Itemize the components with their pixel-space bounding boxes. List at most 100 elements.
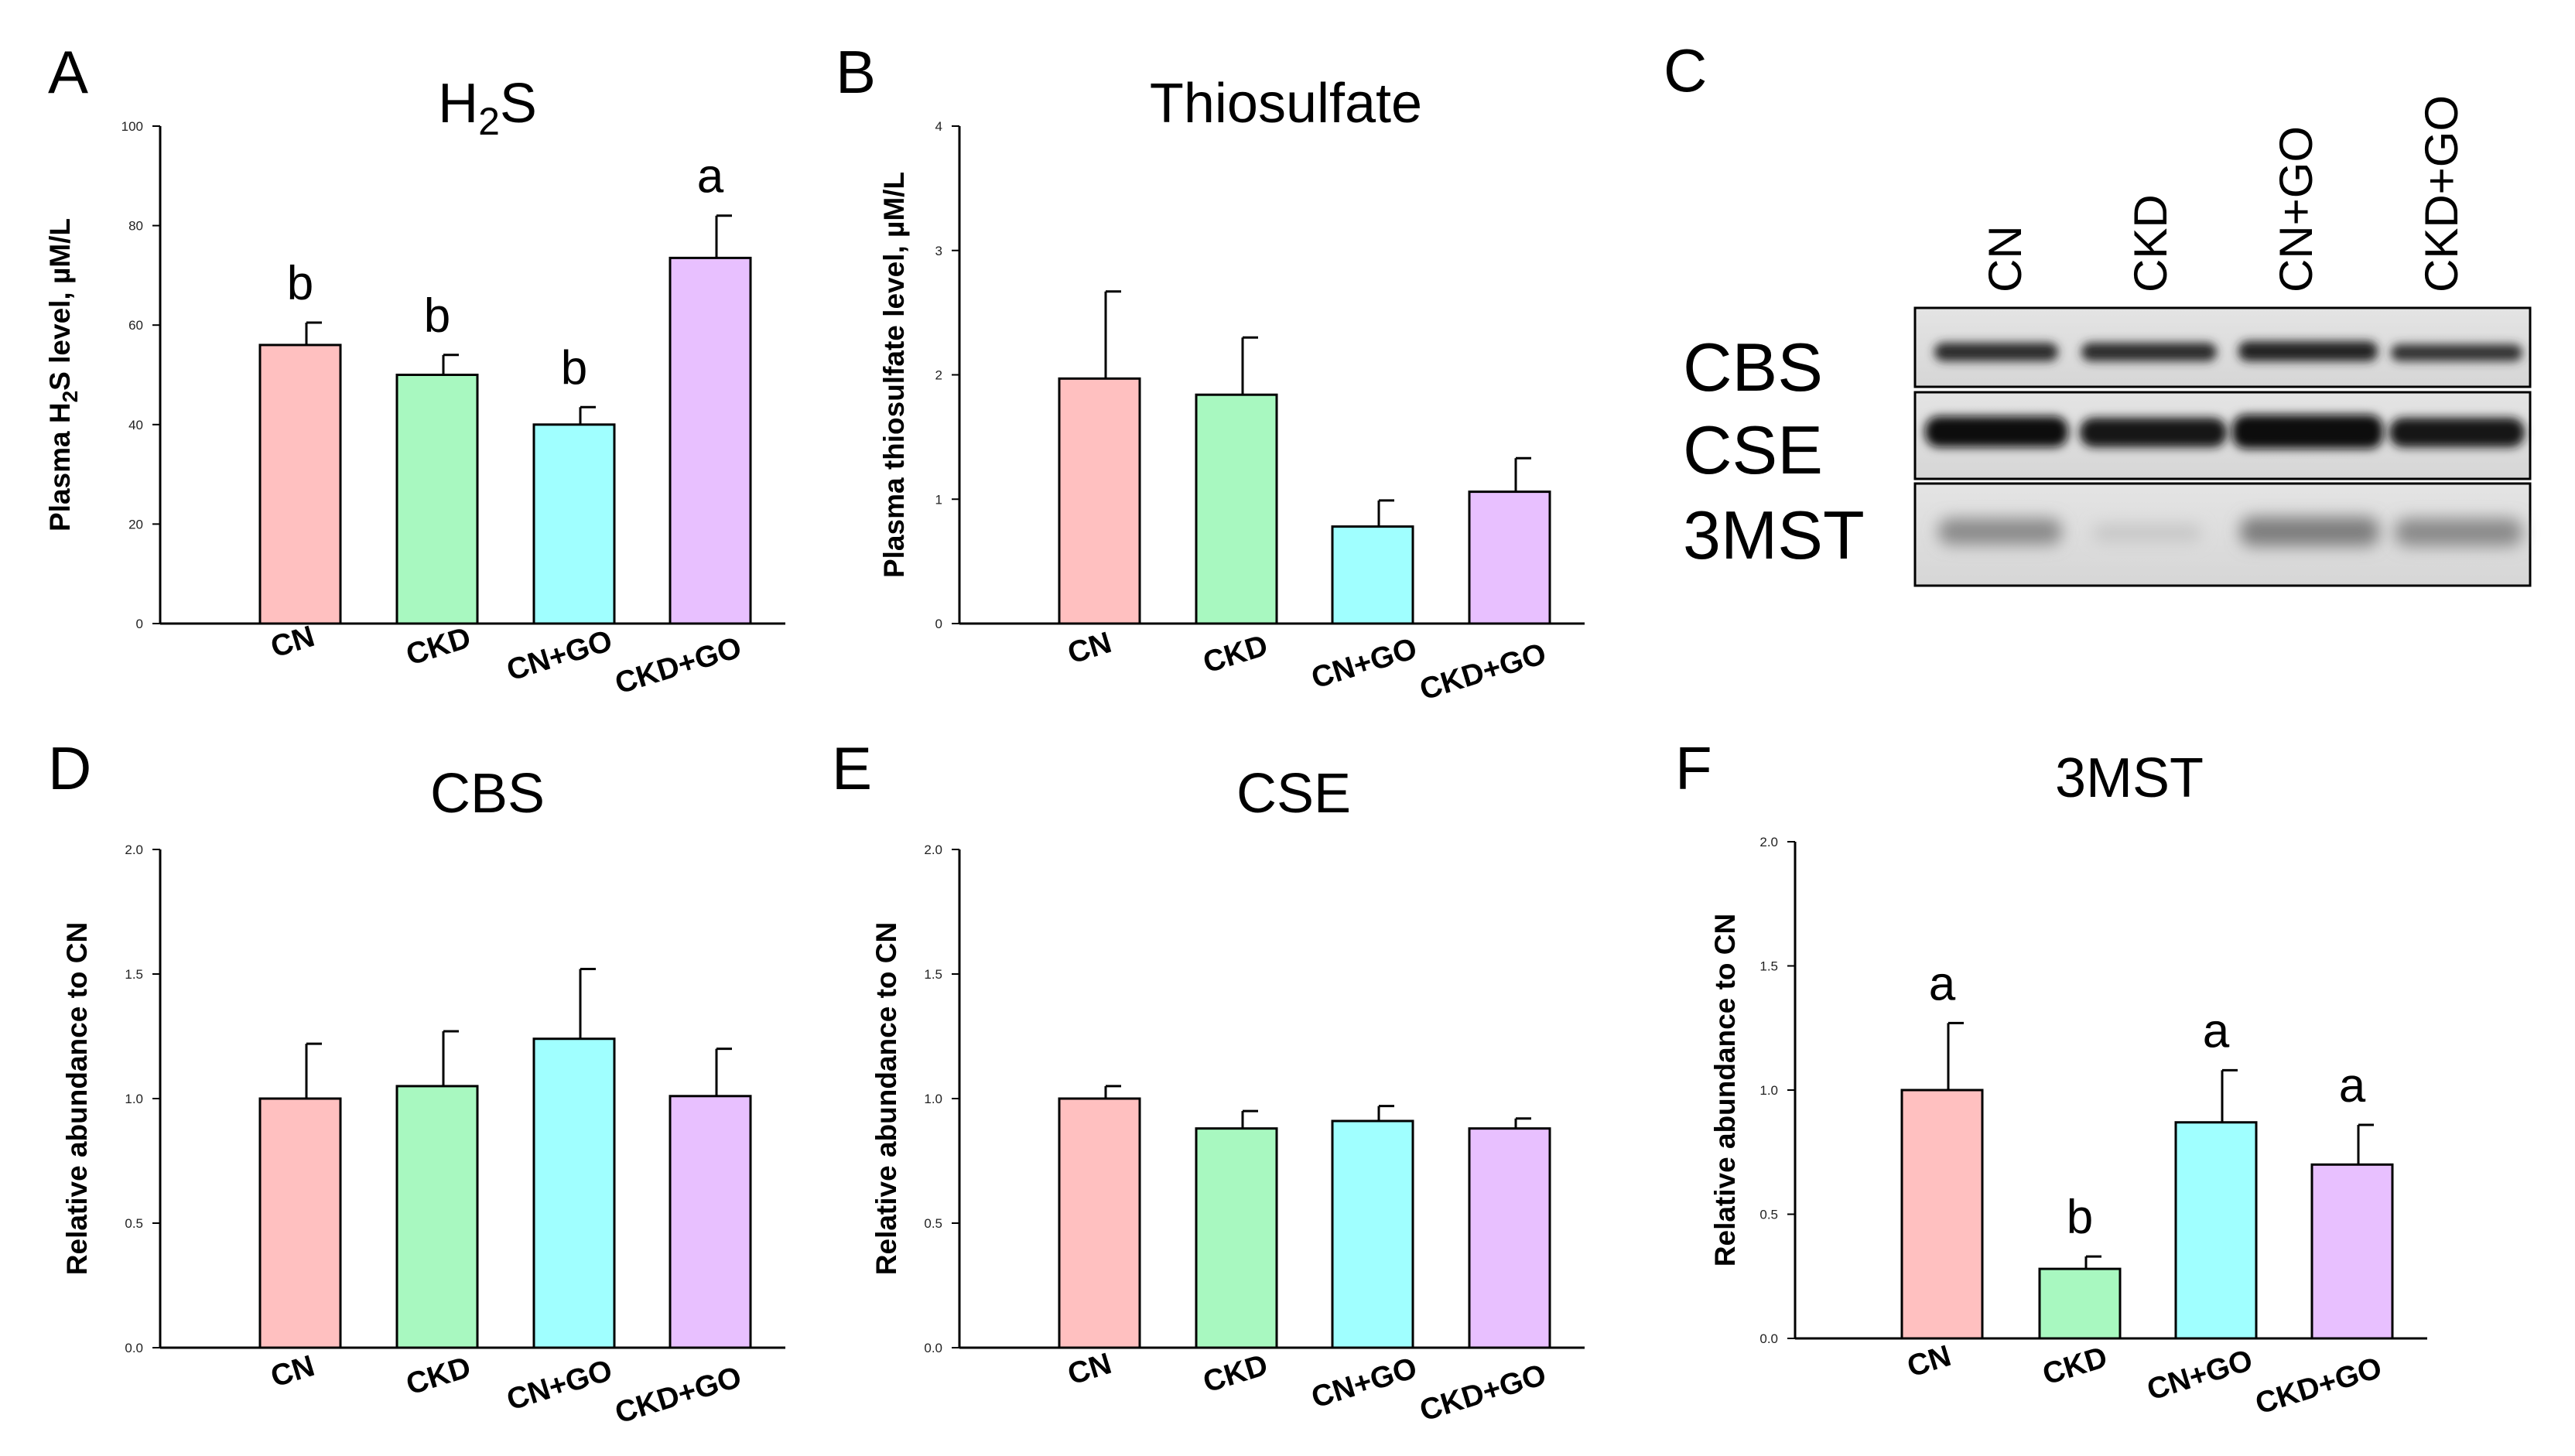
x-category-label: CKD	[1199, 629, 1271, 680]
blot-row-label: CSE	[1683, 412, 1823, 488]
significance-label: b	[561, 341, 587, 395]
x-category-label: CN	[1064, 626, 1115, 671]
x-category-label: CKD+GO	[611, 1360, 745, 1430]
blot-strip-cse	[1913, 391, 2532, 480]
y-tick-label: 2.0	[1759, 835, 1778, 849]
blot-band	[2081, 343, 2217, 361]
bar	[1468, 490, 1551, 625]
chart-thiosulfate: Thiosulfate Plasma thiosulfate level, µM/…	[878, 73, 1585, 707]
chart-title-subscript: 2	[478, 100, 500, 143]
significance-label: a	[2339, 1059, 2366, 1113]
x-category-label: CN+GO	[503, 624, 616, 688]
x-category-label: CN	[1903, 1339, 1954, 1384]
blot-band	[1934, 343, 2058, 361]
blot-lane-label: CKD+GO	[2416, 95, 2467, 292]
bar	[532, 423, 616, 625]
chart-title: CSE	[1236, 763, 1351, 825]
bar	[1195, 1127, 1278, 1349]
western-blot: CN CKD CN+GO CKD+GO CBS CSE 3MST	[1683, 95, 2532, 587]
significance-label: b	[424, 289, 450, 343]
y-axis-label: Plasma thiosulfate level, µM/L	[878, 172, 910, 578]
y-tick-label: 60	[128, 318, 143, 333]
x-category-label: CKD	[1199, 1348, 1271, 1400]
significance-label: a	[1929, 957, 1956, 1010]
y-tick-label: 1.0	[125, 1092, 143, 1106]
chart-title-tail: S	[500, 73, 537, 135]
x-category-label: CKD+GO	[1416, 637, 1550, 706]
chart-title-main: H	[438, 73, 478, 135]
bar	[1900, 1089, 1984, 1340]
x-category-label: CKD	[402, 621, 474, 672]
chart-title: 3MST	[2055, 747, 2204, 809]
chart-cse: CSE Relative abundance to CN 0.0 0.5 1.0 1.5 2…	[870, 763, 1585, 1428]
x-category-label: CKD	[402, 1351, 474, 1402]
bar	[2038, 1267, 2122, 1340]
y-tick-label: 0.0	[1759, 1331, 1778, 1346]
blot-strip-3mst	[1913, 482, 2532, 587]
blot-band	[2080, 418, 2227, 447]
y-tick-label: 80	[128, 219, 143, 234]
x-category-label: CKD	[2039, 1341, 2111, 1392]
x-category-label: CN	[267, 620, 318, 665]
y-tick-label: 0.5	[924, 1216, 942, 1231]
y-tick-label: 2	[935, 368, 942, 383]
x-category-label: CN	[1064, 1347, 1115, 1392]
x-category-label: CN+GO	[503, 1354, 616, 1417]
blot-band	[2232, 415, 2383, 449]
bar	[258, 1097, 342, 1349]
chart-title: CBS	[430, 763, 545, 825]
bar	[1331, 525, 1414, 625]
bar	[532, 1037, 616, 1349]
x-category-label: CN+GO	[1308, 1352, 1421, 1415]
significance-label: a	[697, 150, 724, 203]
panel-letter-b: B	[836, 38, 876, 106]
y-tick-label: 0.5	[125, 1216, 143, 1231]
y-axis-label: Relative abundance to CN	[870, 922, 902, 1275]
y-tick-label: 2.0	[125, 842, 143, 857]
bar	[395, 374, 479, 625]
y-tick-label: 3	[935, 244, 942, 258]
blot-band	[2395, 518, 2522, 546]
y-axis-label: Relative abundance to CN	[1709, 914, 1741, 1266]
blot-band	[1938, 518, 2062, 545]
bar	[1058, 377, 1141, 625]
blot-lane-label: CN+GO	[2270, 126, 2322, 292]
x-category-label: CKD+GO	[1416, 1358, 1550, 1427]
blot-lane-label: CN	[1979, 225, 2031, 292]
blot-band	[2093, 525, 2201, 542]
blot-row-label: 3MST	[1683, 497, 1865, 573]
significance-label: b	[287, 257, 313, 310]
bar	[669, 256, 752, 625]
y-axis-label: Plasma H2S level, µM/L	[44, 218, 82, 531]
panel-letter-e: E	[832, 734, 872, 802]
chart-title: H2S	[438, 73, 537, 143]
bar	[258, 343, 342, 625]
y-tick-label: 1	[935, 492, 942, 507]
x-category-label: CKD+GO	[2252, 1351, 2385, 1420]
y-axis-label-part: S level, µM/L	[44, 218, 76, 391]
blot-band	[1925, 416, 2068, 447]
bar	[1195, 393, 1278, 625]
bar	[669, 1095, 752, 1349]
y-tick-label: 20	[128, 517, 143, 531]
y-tick-label: 4	[935, 119, 942, 134]
chart-title: Thiosulfate	[1150, 73, 1422, 135]
blot-row-label: CBS	[1683, 329, 1823, 405]
significance-label: a	[2203, 1004, 2230, 1058]
y-tick-label: 1.5	[924, 967, 942, 982]
bar	[395, 1085, 479, 1349]
y-tick-label: 1.5	[1759, 959, 1778, 974]
blot-strip-cbs	[1913, 306, 2532, 388]
blot-band	[2389, 418, 2525, 447]
y-tick-label: 0	[136, 617, 143, 631]
bar	[2174, 1121, 2258, 1340]
bar	[1331, 1119, 1414, 1349]
blot-lane-labels: CN CKD CN+GO CKD+GO	[1979, 95, 2467, 292]
x-category-label: CN	[267, 1349, 318, 1394]
y-tick-label: 2.0	[924, 842, 942, 857]
y-tick-label: 40	[128, 418, 143, 432]
y-axis-label: Relative abundance to CN	[61, 922, 93, 1275]
panel-letter-f: F	[1675, 734, 1712, 802]
